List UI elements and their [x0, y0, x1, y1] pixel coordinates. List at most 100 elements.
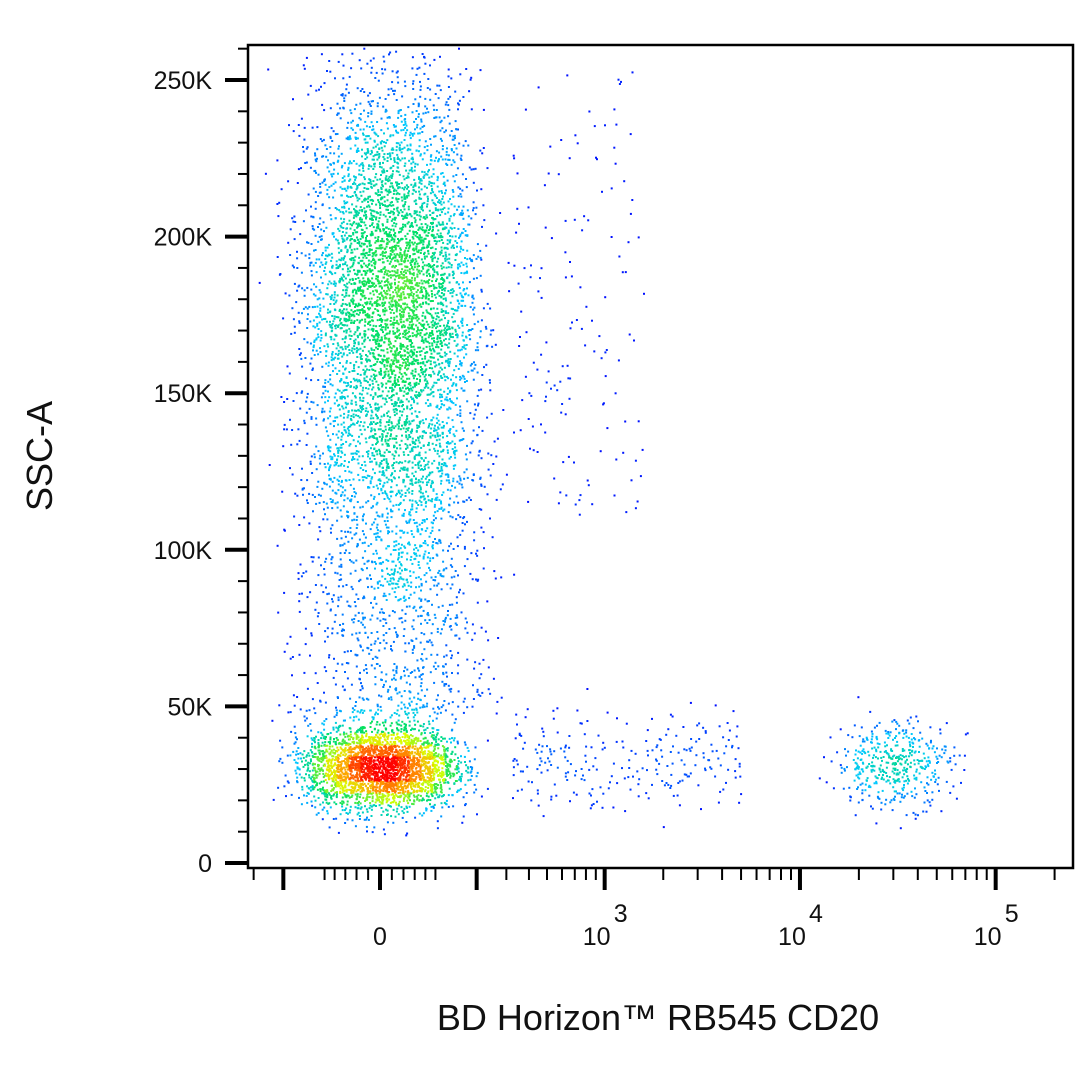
- data-point: [326, 602, 329, 605]
- data-point: [424, 451, 427, 454]
- data-point: [859, 744, 862, 747]
- data-point: [519, 336, 521, 338]
- data-point: [925, 766, 927, 769]
- data-point: [418, 454, 421, 457]
- data-point: [441, 368, 444, 371]
- data-point: [405, 821, 408, 823]
- data-point: [450, 77, 453, 80]
- data-point: [350, 399, 353, 402]
- data-point: [439, 137, 442, 140]
- data-point: [302, 220, 305, 223]
- data-point: [477, 454, 480, 457]
- data-point: [734, 758, 737, 761]
- data-point: [400, 564, 403, 567]
- data-point: [346, 248, 349, 251]
- data-point: [422, 609, 425, 612]
- data-point: [307, 93, 310, 96]
- data-point: [486, 493, 489, 496]
- data-point: [311, 560, 314, 563]
- data-point: [374, 518, 377, 521]
- data-point: [465, 262, 468, 265]
- data-point: [349, 527, 352, 529]
- data-point: [915, 715, 918, 718]
- data-point: [454, 240, 457, 243]
- data-point: [382, 612, 385, 614]
- data-point: [363, 152, 366, 155]
- data-point: [932, 745, 935, 748]
- data-point: [341, 211, 344, 214]
- data-point: [353, 175, 355, 178]
- data-point: [645, 792, 648, 795]
- data-point: [520, 734, 523, 737]
- data-point: [490, 454, 493, 457]
- data-point: [306, 791, 309, 794]
- data-point: [339, 396, 342, 399]
- data-point: [859, 751, 862, 754]
- data-point: [419, 480, 422, 483]
- data-point: [392, 549, 395, 551]
- data-point: [903, 749, 906, 752]
- data-point: [605, 349, 608, 351]
- data-point: [406, 187, 409, 190]
- data-point: [421, 492, 424, 495]
- data-point: [907, 777, 909, 780]
- data-point: [445, 189, 447, 192]
- data-point: [349, 572, 352, 575]
- data-point: [481, 225, 483, 228]
- data-point: [459, 375, 462, 378]
- data-point: [307, 752, 310, 755]
- data-point: [456, 336, 459, 339]
- data-point: [938, 789, 940, 792]
- data-point: [475, 277, 478, 280]
- data-point: [411, 420, 414, 423]
- data-point: [356, 186, 359, 189]
- data-point: [441, 403, 444, 406]
- data-point: [332, 594, 335, 597]
- data-point: [425, 657, 428, 660]
- data-point: [861, 740, 864, 743]
- data-point: [623, 180, 626, 183]
- data-point: [885, 766, 888, 769]
- data-point: [365, 187, 368, 190]
- data-point: [367, 486, 369, 489]
- data-point: [319, 315, 322, 318]
- data-point: [395, 484, 398, 487]
- data-point: [291, 656, 294, 658]
- data-point: [319, 307, 322, 310]
- data-point: [318, 312, 320, 315]
- data-point: [338, 251, 341, 254]
- data-point: [346, 237, 349, 239]
- data-point: [357, 462, 360, 465]
- data-point: [432, 519, 435, 522]
- data-point: [422, 209, 424, 212]
- data-point: [331, 294, 333, 297]
- data-point: [397, 804, 400, 807]
- data-point: [402, 811, 405, 814]
- data-point: [428, 424, 430, 427]
- data-point: [489, 692, 492, 695]
- data-point: [359, 689, 362, 692]
- data-point: [593, 350, 596, 353]
- data-point: [310, 417, 313, 420]
- data-point: [361, 623, 364, 626]
- data-point: [584, 754, 587, 757]
- data-point: [380, 405, 383, 408]
- data-point: [545, 395, 547, 398]
- data-point: [356, 544, 359, 547]
- data-point: [339, 186, 342, 189]
- data-point: [388, 179, 391, 182]
- data-point: [462, 263, 465, 266]
- data-point: [355, 414, 358, 417]
- data-point: [454, 634, 457, 637]
- data-point: [413, 132, 416, 135]
- data-point: [424, 140, 427, 143]
- data-point: [296, 696, 299, 698]
- data-point: [385, 808, 388, 811]
- data-point: [450, 401, 453, 404]
- data-point: [871, 747, 874, 750]
- data-point: [445, 344, 448, 347]
- data-point: [366, 567, 368, 570]
- data-point: [437, 427, 440, 430]
- data-point: [355, 632, 358, 635]
- data-point: [870, 765, 873, 767]
